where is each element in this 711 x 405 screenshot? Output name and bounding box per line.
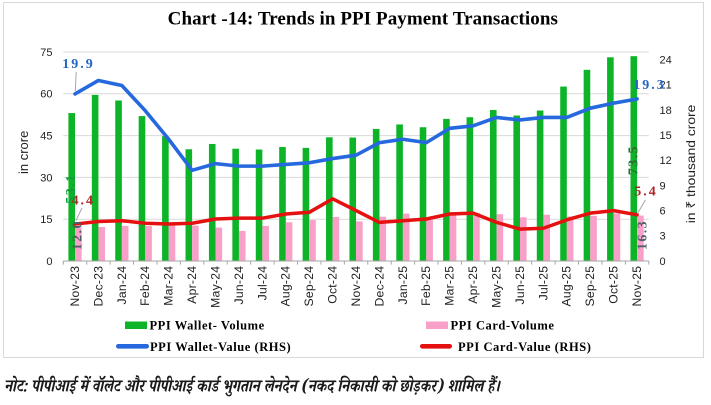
svg-text:Jul-25: Jul-25 bbox=[536, 266, 550, 301]
svg-text:Nov-25: Nov-25 bbox=[630, 266, 644, 307]
svg-text:Chart -14: Trends in PPI Payme: Chart -14: Trends in PPI Payment Transac… bbox=[168, 9, 558, 30]
svg-text:6: 6 bbox=[660, 206, 666, 218]
svg-text:PPI Card-Volume: PPI Card-Volume bbox=[451, 319, 555, 333]
svg-text:PPI Wallet- Volume: PPI Wallet- Volume bbox=[150, 319, 265, 333]
svg-text:16.3: 16.3 bbox=[635, 220, 650, 250]
svg-text:12: 12 bbox=[660, 155, 672, 167]
svg-text:12.0: 12.0 bbox=[71, 220, 86, 250]
svg-text:75: 75 bbox=[40, 47, 52, 59]
svg-text:Jul-24: Jul-24 bbox=[255, 266, 269, 301]
svg-text:Dec-24: Dec-24 bbox=[372, 266, 386, 307]
svg-text:Apr-25: Apr-25 bbox=[466, 266, 480, 304]
svg-text:May-24: May-24 bbox=[208, 266, 222, 308]
svg-text:0: 0 bbox=[660, 256, 666, 268]
svg-text:19.3: 19.3 bbox=[633, 78, 666, 93]
svg-text:Aug-25: Aug-25 bbox=[560, 266, 574, 307]
svg-text:PPI Wallet-Value (RHS): PPI Wallet-Value (RHS) bbox=[150, 340, 291, 354]
svg-text:19.9: 19.9 bbox=[62, 57, 95, 72]
svg-text:PPI Card-Value (RHS): PPI Card-Value (RHS) bbox=[458, 340, 591, 354]
svg-text:9: 9 bbox=[660, 180, 666, 192]
svg-text:0: 0 bbox=[46, 256, 52, 268]
svg-text:Oct-24: Oct-24 bbox=[326, 266, 340, 304]
svg-text:30: 30 bbox=[40, 172, 52, 184]
svg-text:15: 15 bbox=[40, 214, 52, 226]
svg-text:4.4: 4.4 bbox=[72, 193, 96, 208]
svg-text:Aug-24: Aug-24 bbox=[279, 266, 293, 307]
svg-text:53.1: 53.1 bbox=[64, 174, 79, 204]
svg-text:60: 60 bbox=[40, 89, 52, 101]
svg-text:Jun-25: Jun-25 bbox=[513, 266, 527, 305]
svg-text:in crore: in crore bbox=[16, 131, 31, 174]
svg-text:Nov-23: Nov-23 bbox=[68, 266, 82, 307]
svg-text:Feb-25: Feb-25 bbox=[419, 266, 433, 306]
svg-text:Mar-25: Mar-25 bbox=[443, 266, 457, 306]
svg-text:Jan-25: Jan-25 bbox=[396, 266, 410, 305]
svg-text:24: 24 bbox=[660, 54, 672, 66]
svg-text:Mar-24: Mar-24 bbox=[162, 266, 176, 306]
svg-text:73.5: 73.5 bbox=[627, 145, 642, 175]
svg-text:5.4: 5.4 bbox=[634, 184, 658, 199]
svg-text:Sep-25: Sep-25 bbox=[583, 266, 597, 307]
svg-text:May-25: May-25 bbox=[489, 266, 503, 308]
svg-text:Feb-24: Feb-24 bbox=[138, 266, 152, 306]
svg-text:3: 3 bbox=[660, 231, 666, 243]
svg-text:Sep-24: Sep-24 bbox=[302, 266, 316, 307]
svg-text:21: 21 bbox=[660, 80, 672, 92]
svg-text:Jan-24: Jan-24 bbox=[115, 266, 129, 305]
svg-text:Jun-24: Jun-24 bbox=[232, 266, 246, 305]
svg-text:Dec-23: Dec-23 bbox=[91, 266, 105, 307]
svg-text:Apr-24: Apr-24 bbox=[185, 266, 199, 304]
svg-text:Oct-25: Oct-25 bbox=[607, 266, 621, 304]
svg-text:18: 18 bbox=[660, 105, 672, 117]
svg-text:Nov-24: Nov-24 bbox=[349, 266, 363, 307]
svg-text:15: 15 bbox=[660, 130, 672, 142]
svg-text:45: 45 bbox=[40, 131, 52, 143]
